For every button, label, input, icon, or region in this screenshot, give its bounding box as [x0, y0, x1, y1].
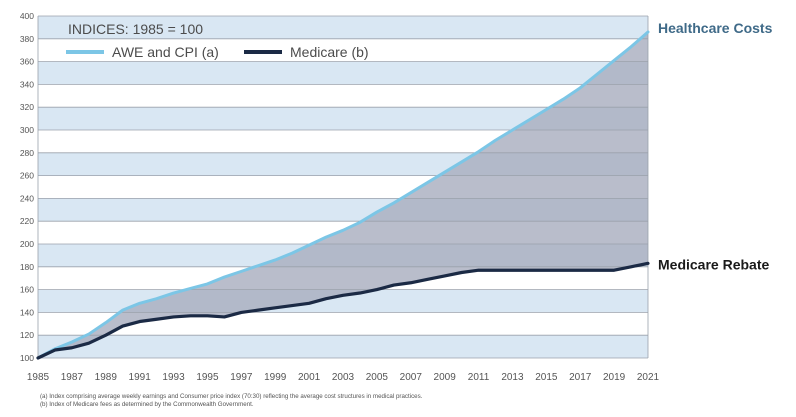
footnote-a: (a) Index comprising average weekly earn… — [40, 393, 423, 400]
y-tick-label: 360 — [20, 57, 34, 67]
x-tick-label: 1991 — [129, 372, 152, 383]
end-label-healthcare-costs: Healthcare Costs — [658, 20, 773, 36]
y-tick-label: 100 — [20, 353, 34, 363]
x-tick-label: 2011 — [468, 372, 490, 383]
y-tick-label: 400 — [20, 11, 34, 21]
footnotes: (a) Index comprising average weekly earn… — [40, 393, 423, 408]
x-tick-label: 2007 — [400, 372, 423, 383]
footnote-b: (b) Index of Medicare fees as determined… — [40, 401, 254, 408]
x-tick-label: 2005 — [366, 372, 389, 383]
x-tick-label: 2013 — [501, 372, 524, 383]
grid-band — [38, 16, 648, 39]
y-tick-label: 240 — [20, 193, 34, 203]
shaded-gap — [38, 31, 648, 359]
series-line-medicare — [36, 261, 650, 360]
gap-area — [38, 31, 648, 359]
x-axis-ticks: 1985 1987 1989 1991 1993 1995 1997 1999 2001 2003… — [27, 372, 660, 383]
series-lines — [36, 30, 650, 360]
end-label-medicare-rebate: Medicare Rebate — [658, 256, 769, 272]
x-tick-label: 1993 — [162, 372, 185, 383]
x-tick-label: 1987 — [61, 372, 84, 383]
series-line-awe-cpi — [36, 30, 650, 360]
x-tick-label: 1999 — [264, 372, 287, 383]
x-tick-label: 2015 — [535, 372, 558, 383]
gridlines — [37, 15, 649, 359]
x-tick-label: 1985 — [27, 372, 50, 383]
x-tick-label: 1997 — [230, 372, 253, 383]
y-tick-label: 320 — [20, 102, 34, 112]
x-tick-label: 2009 — [434, 372, 457, 383]
y-axis-ticks: 100 120 140 160 180 200 220 240 260 280 300 320 340 3… — [20, 11, 34, 363]
y-tick-label: 160 — [20, 285, 34, 295]
grid-band — [38, 84, 648, 108]
y-tick-label: 300 — [20, 125, 34, 135]
x-tick-label: 2003 — [332, 372, 355, 383]
series-end-labels: Healthcare Costs Medicare Rebate — [658, 20, 773, 272]
grid-band — [38, 312, 648, 336]
grid-band — [38, 107, 648, 130]
y-tick-label: 220 — [20, 216, 34, 226]
x-tick-label: 2019 — [603, 372, 626, 383]
grid-band — [38, 38, 648, 62]
legend: INDICES: 1985 = 100 AWE and CPI (a) Medi… — [66, 21, 369, 60]
legend-label-awe-cpi: AWE and CPI (a) — [112, 44, 219, 60]
x-tick-label: 1989 — [95, 372, 118, 383]
x-tick-label: 2017 — [569, 372, 592, 383]
y-tick-label: 260 — [20, 171, 34, 181]
y-tick-label: 140 — [20, 307, 34, 317]
legend-label-medicare: Medicare (b) — [290, 44, 369, 60]
y-tick-label: 180 — [20, 262, 34, 272]
y-tick-label: 280 — [20, 148, 34, 158]
x-tick-label: 2001 — [298, 372, 321, 383]
y-tick-label: 340 — [20, 79, 34, 89]
x-tick-label: 2021 — [637, 372, 660, 383]
y-tick-label: 120 — [20, 330, 34, 340]
chart-subtitle: INDICES: 1985 = 100 — [68, 21, 203, 37]
x-tick-label: 1995 — [196, 372, 219, 383]
grid-band — [38, 61, 648, 85]
grid-band — [38, 335, 648, 358]
y-tick-label: 380 — [20, 34, 34, 44]
y-tick-label: 200 — [20, 239, 34, 249]
